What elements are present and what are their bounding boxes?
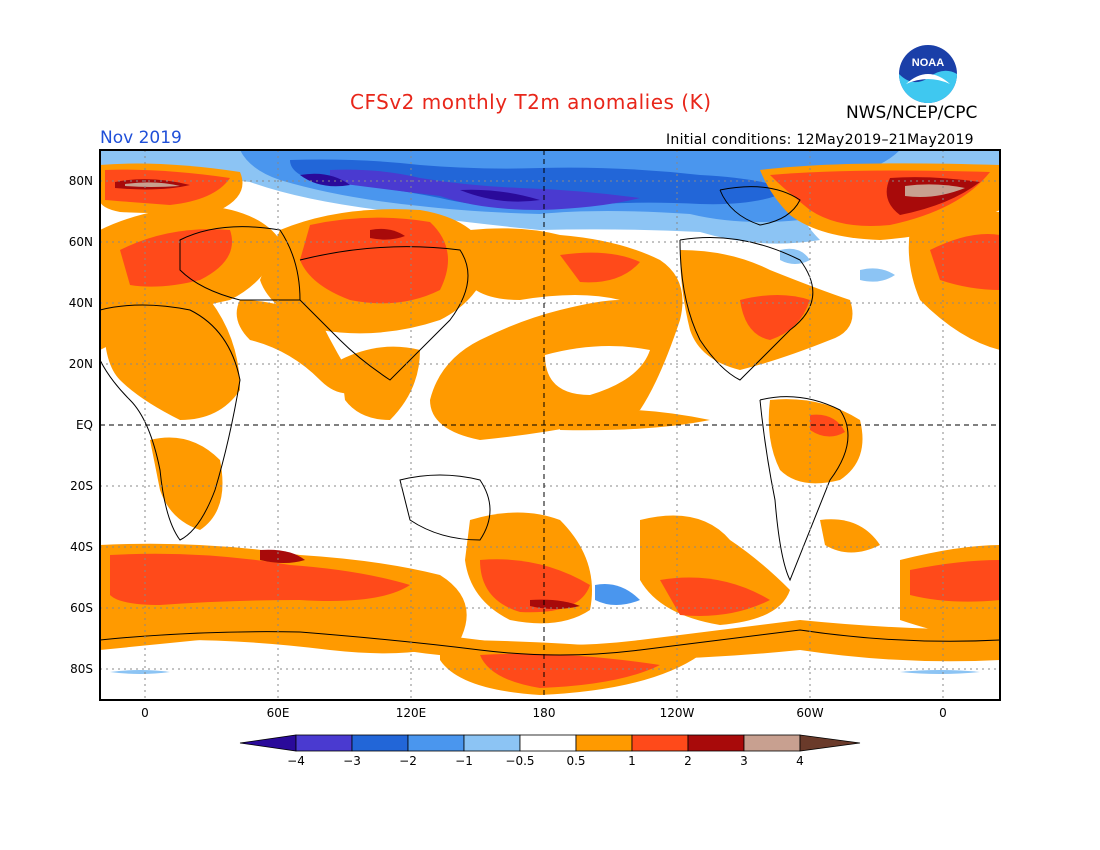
lon-label: 180 <box>533 706 556 720</box>
latitude-labels: 80N 60N 40N 20N EQ 20S 40S 60S 80S <box>69 174 93 676</box>
colorbar-swatch <box>407 734 465 752</box>
lat-label: 80N <box>69 174 93 188</box>
lat-label: 80S <box>70 662 93 676</box>
colorbar-tick-label: 3 <box>740 754 748 768</box>
lon-label: 60E <box>267 706 290 720</box>
map-frame <box>99 149 1001 701</box>
map-title: CFSv2 monthly T2m anomalies (K) <box>350 90 712 114</box>
lat-label: EQ <box>76 418 93 432</box>
colorbar-swatch <box>687 734 745 752</box>
colorbar-tick-label: −2 <box>399 754 417 768</box>
lon-label: 60W <box>796 706 823 720</box>
lat-label: 20N <box>69 357 93 371</box>
coastlines <box>100 186 1000 656</box>
colorbar-swatch <box>295 734 353 752</box>
lon-label: 120E <box>396 706 427 720</box>
colorbar-tick-label: 0.5 <box>566 754 585 768</box>
colorbar-tick-label: 2 <box>684 754 692 768</box>
colorbar-tick-label: 4 <box>796 754 804 768</box>
colorbar-tick-label: 1 <box>628 754 636 768</box>
lon-label: 120W <box>660 706 695 720</box>
gridlines <box>100 150 1000 700</box>
noaa-logo: NOAA <box>898 44 958 104</box>
colorbar-tick-label: −4 <box>287 754 305 768</box>
colorbar-swatch <box>239 734 297 752</box>
colorbar-tick-label: −1 <box>455 754 473 768</box>
lat-label: 40N <box>69 296 93 310</box>
month-label: Nov 2019 <box>100 128 182 148</box>
lon-label: 0 <box>939 706 947 720</box>
initial-conditions-label: Initial conditions: 12May2019–21May2019 <box>666 132 974 148</box>
colorbar-swatch <box>743 734 801 752</box>
lat-label: 60N <box>69 235 93 249</box>
colorbar-tick-label: −3 <box>343 754 361 768</box>
longitude-labels: 0 60E 120E 180 120W 60W 0 <box>141 706 947 720</box>
colorbar-swatch <box>519 734 577 752</box>
colorbar-swatch <box>351 734 409 752</box>
lon-label: 0 <box>141 706 149 720</box>
colorbar-swatch <box>631 734 689 752</box>
colorbar-labels: −4 −3 −2 −1 −0.5 0.5 1 2 3 4 <box>287 754 804 768</box>
agency-label: NWS/NCEP/CPC <box>846 103 978 123</box>
colorbar-tick-label: −0.5 <box>505 754 534 768</box>
lat-label: 60S <box>70 601 93 615</box>
lat-label: 20S <box>70 479 93 493</box>
equator-dateline <box>100 150 1000 700</box>
noaa-logo-text: NOAA <box>912 57 944 69</box>
colorbar-swatch <box>575 734 633 752</box>
colorbar-swatch <box>463 734 521 752</box>
lat-label: 40S <box>70 540 93 554</box>
colorbar-swatches <box>239 734 861 752</box>
colorbar-swatch <box>799 734 861 752</box>
